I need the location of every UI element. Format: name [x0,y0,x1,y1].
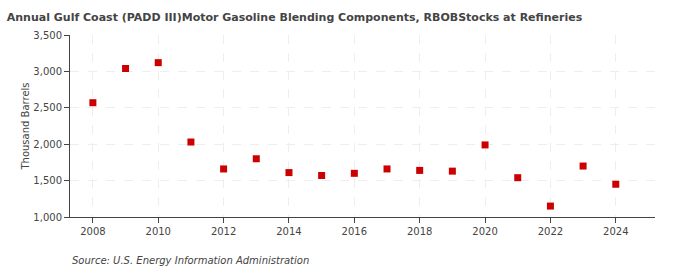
svg-text:2018: 2018 [407,226,432,237]
svg-text:Annual Gulf Coast (PADD III)Mo: Annual Gulf Coast (PADD III)Motor Gasoli… [7,11,583,24]
svg-text:2012: 2012 [211,226,236,237]
svg-text:3,500: 3,500 [33,30,62,41]
svg-text:2008: 2008 [80,226,105,237]
svg-text:2020: 2020 [472,226,497,237]
svg-text:2016: 2016 [342,226,367,237]
svg-text:1,500: 1,500 [33,175,62,186]
svg-text:3,000: 3,000 [33,66,62,77]
svg-text:1,000: 1,000 [33,212,62,223]
svg-text:Thousand Barrels: Thousand Barrels [20,82,31,170]
svg-text:2022: 2022 [538,226,563,237]
svg-text:2,000: 2,000 [33,139,62,150]
svg-text:2,500: 2,500 [33,102,62,113]
svg-text:2010: 2010 [146,226,171,237]
svg-text:Source: U.S. Energy Informatio: Source: U.S. Energy Information Administ… [72,255,309,266]
svg-text:2024: 2024 [603,226,628,237]
svg-text:2014: 2014 [276,226,301,237]
